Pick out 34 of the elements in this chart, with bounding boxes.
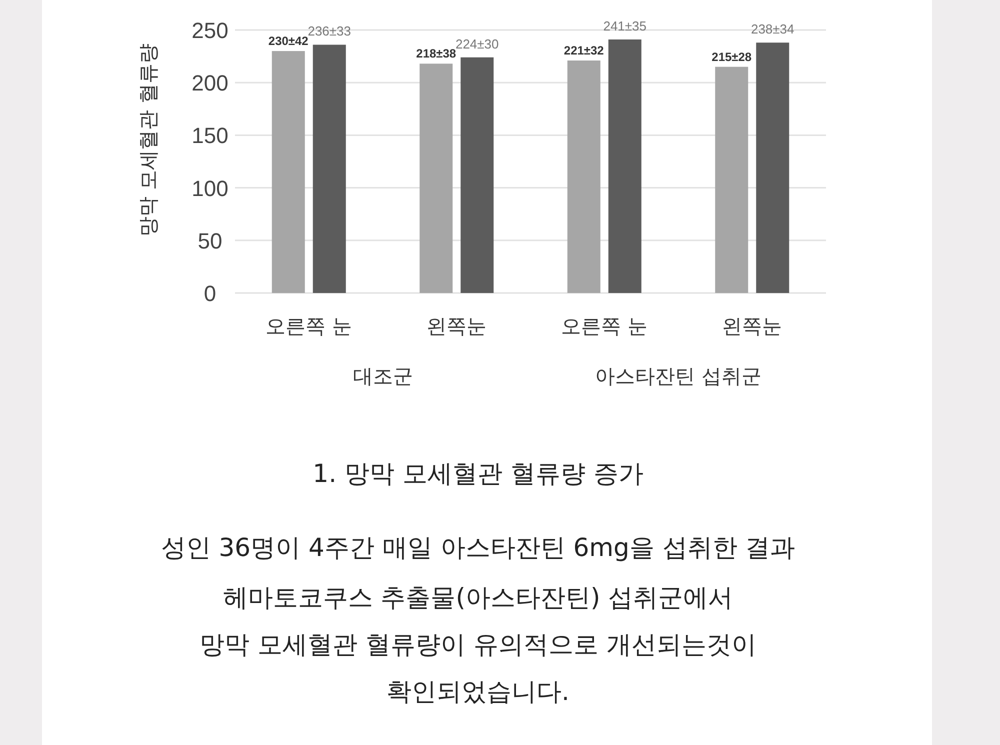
x-tick-label: 오른쪽 눈 — [266, 314, 352, 338]
bar — [312, 44, 346, 293]
text: 1. 망막 모세혈관 혈류량 증가 — [312, 459, 644, 488]
text: 대조군 — [352, 364, 413, 388]
data-label: 230±42 — [268, 34, 309, 48]
data-label: 218±38 — [416, 46, 456, 61]
bar — [608, 39, 642, 293]
bar — [420, 64, 453, 293]
text: 망막 모세혈관 혈류량이 유의적으로 개선되는것이 — [200, 630, 756, 659]
bar — [756, 42, 790, 293]
y-tick-label: 50 — [198, 228, 222, 254]
data-label: 221±32 — [564, 44, 604, 58]
bar — [272, 51, 305, 293]
x-tick-label: 왼쪽눈 — [426, 314, 487, 338]
y-axis-title: 망막 모세혈관 혈류량 — [136, 44, 160, 236]
y-tick-label: 100 — [192, 176, 228, 201]
data-label: 215±28 — [712, 50, 752, 64]
x-tick-label: 왼쪽눈 — [722, 314, 782, 338]
y-tick-label: 0 — [204, 281, 216, 306]
text: 헤마토코쿠스 추출물(아스타잔틴) 섭취군에서 — [222, 583, 734, 612]
y-tick-label: 150 — [192, 123, 228, 148]
bar — [460, 57, 494, 293]
text: 성인 36명이 4주간 매일 아스타잔틴 6mg을 섭취한 결과 — [160, 533, 796, 562]
y-tick-label: 250 — [192, 18, 228, 43]
data-label: 241±35 — [603, 18, 647, 34]
data-label: 238±34 — [750, 22, 794, 37]
y-tick-label: 200 — [192, 70, 228, 96]
text: 확인되었습니다. — [386, 677, 570, 706]
bar — [715, 66, 748, 293]
data-label: 224±30 — [455, 36, 499, 52]
x-tick-label: 오른쪽 눈 — [561, 314, 648, 338]
text: 아스타잔틴 섭취군 — [595, 364, 762, 388]
data-label: 236±33 — [308, 24, 352, 39]
bar — [567, 60, 600, 293]
